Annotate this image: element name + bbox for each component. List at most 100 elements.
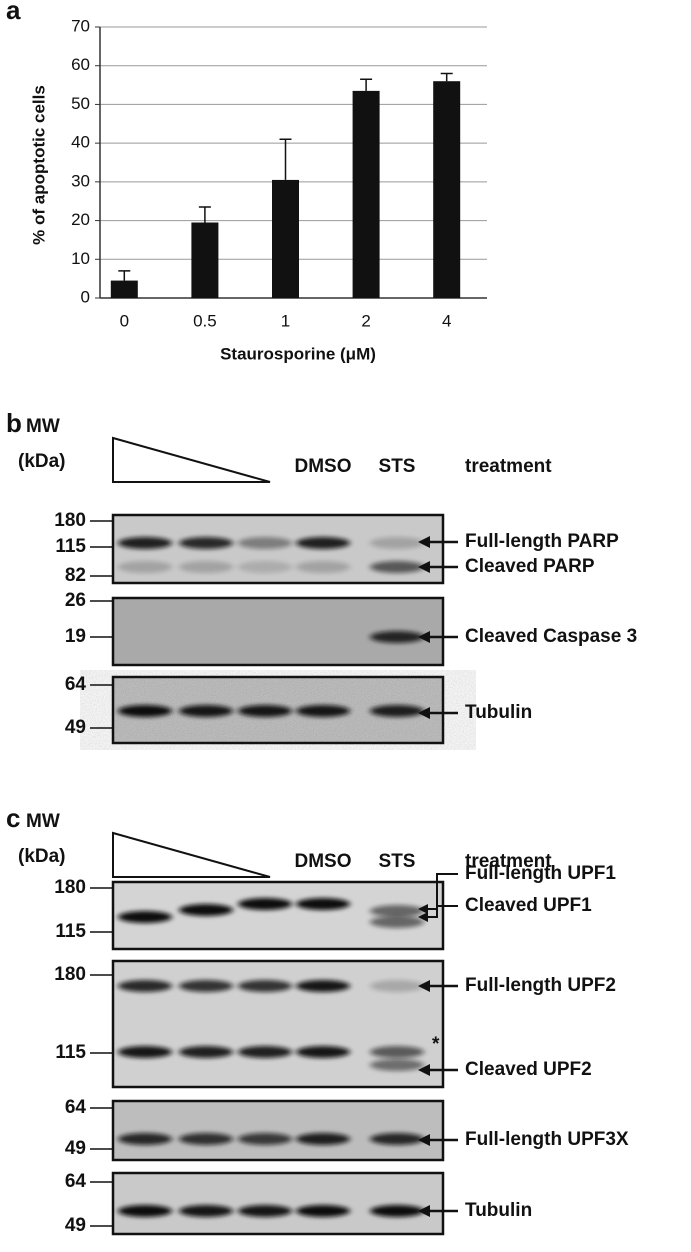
blot-band — [238, 980, 292, 992]
lane-label: STS — [379, 456, 416, 477]
blot-band — [296, 537, 350, 549]
arrow-head — [418, 631, 430, 643]
error-bar — [279, 138, 292, 180]
mw-marker: 49 — [65, 1215, 86, 1236]
x-tick-label: 2 — [361, 311, 370, 330]
band-label: Full-length UPF2 — [465, 975, 616, 996]
band-label: Tubulin — [465, 702, 532, 723]
bar — [110, 280, 138, 298]
blot-band — [296, 1046, 350, 1058]
blot-band — [370, 1205, 424, 1217]
blot-frame — [111, 880, 445, 951]
lane-label: DMSO — [295, 456, 352, 477]
blot-band — [296, 1205, 350, 1217]
y-tick-label: 70 — [71, 16, 90, 35]
mw-marker: 64 — [65, 1097, 87, 1118]
blot-frame — [111, 513, 445, 585]
annotation: * — [432, 1034, 440, 1055]
band-label: Full-length UPF3X — [465, 1129, 629, 1150]
blot-band — [238, 1046, 292, 1058]
blot-band — [296, 1133, 350, 1145]
mw-marker: 64 — [65, 674, 87, 695]
lane-label: DMSO — [295, 851, 352, 872]
blot-band — [179, 980, 233, 992]
blot-band — [118, 705, 172, 717]
arrow-head — [418, 1064, 430, 1076]
blot-band — [179, 904, 233, 916]
blot-band — [370, 980, 424, 992]
y-tick-label: 40 — [71, 133, 90, 152]
mw-marker: 49 — [65, 717, 86, 738]
error-bar — [198, 206, 211, 223]
x-axis-title: Staurosporine (μM) — [220, 344, 376, 363]
blot-band — [118, 1205, 172, 1217]
error-bar — [360, 78, 373, 91]
band-label: Tubulin — [465, 1200, 532, 1221]
band-label: Cleaved UPF1 — [465, 895, 592, 916]
blot-band — [118, 911, 172, 923]
blot-band — [118, 1046, 172, 1058]
panel-label: c — [6, 803, 20, 833]
blot-band — [370, 561, 424, 573]
dose-triangle — [112, 436, 271, 483]
treatment-label: treatment — [465, 851, 552, 872]
arrow-head — [418, 561, 430, 573]
mw-marker: 82 — [65, 565, 86, 586]
y-tick-label: 10 — [71, 249, 90, 268]
blot-band — [370, 1133, 424, 1145]
mw-marker: 115 — [55, 536, 86, 557]
blot-band — [296, 561, 350, 573]
blot-band — [370, 905, 424, 917]
blot-band — [238, 898, 292, 910]
blot-band — [370, 916, 424, 928]
blot-band — [238, 1133, 292, 1145]
y-tick-label: 60 — [71, 55, 90, 74]
x-tick-label: 0 — [120, 311, 129, 330]
y-axis-title: % of apoptotic cells — [29, 85, 48, 245]
bar — [433, 81, 461, 298]
mw-marker: 180 — [54, 964, 86, 985]
blot-band — [238, 705, 292, 717]
blot-band — [238, 561, 292, 573]
x-tick-label: 1 — [281, 311, 290, 330]
blot-band — [238, 537, 292, 549]
blot-band — [118, 980, 172, 992]
arrow-head — [418, 707, 430, 719]
blot-band — [179, 1205, 233, 1217]
band-label: Cleaved Caspase 3 — [465, 626, 637, 647]
y-tick-label: 20 — [71, 210, 90, 229]
y-tick-label: 50 — [71, 94, 90, 113]
blot-frame — [111, 1171, 445, 1236]
mw-marker: 180 — [54, 510, 86, 531]
band-label: Cleaved PARP — [465, 556, 595, 577]
x-tick-label: 4 — [442, 311, 451, 330]
blot-band — [179, 705, 233, 717]
blot-band — [296, 898, 350, 910]
arrow-head — [418, 536, 430, 548]
error-bar — [440, 72, 453, 82]
mw-marker: 19 — [65, 626, 86, 647]
arrow-head — [418, 980, 430, 992]
bracket-arrow — [420, 873, 458, 910]
bar — [272, 179, 299, 298]
panel-label: a — [6, 0, 21, 25]
mw-marker: 115 — [55, 921, 86, 942]
blot-frame — [111, 959, 445, 1089]
blot-band — [179, 1133, 233, 1145]
blot-band — [296, 705, 350, 717]
y-tick-label: 0 — [81, 287, 90, 306]
blot-band — [118, 537, 172, 549]
mw-marker: 49 — [65, 1138, 86, 1159]
blot-band — [118, 1133, 172, 1145]
band-label: Full-length UPF1 — [465, 863, 616, 884]
blot-background — [113, 1101, 443, 1160]
band-label: Full-length PARP — [465, 531, 619, 552]
blot-background — [113, 1173, 443, 1234]
mw-marker: 180 — [54, 877, 86, 898]
blot-band — [179, 1046, 233, 1058]
x-tick-label: 0.5 — [193, 311, 217, 330]
blot-band — [370, 705, 424, 717]
mw-title: MW — [26, 811, 60, 832]
bracket-arrow — [420, 905, 458, 918]
